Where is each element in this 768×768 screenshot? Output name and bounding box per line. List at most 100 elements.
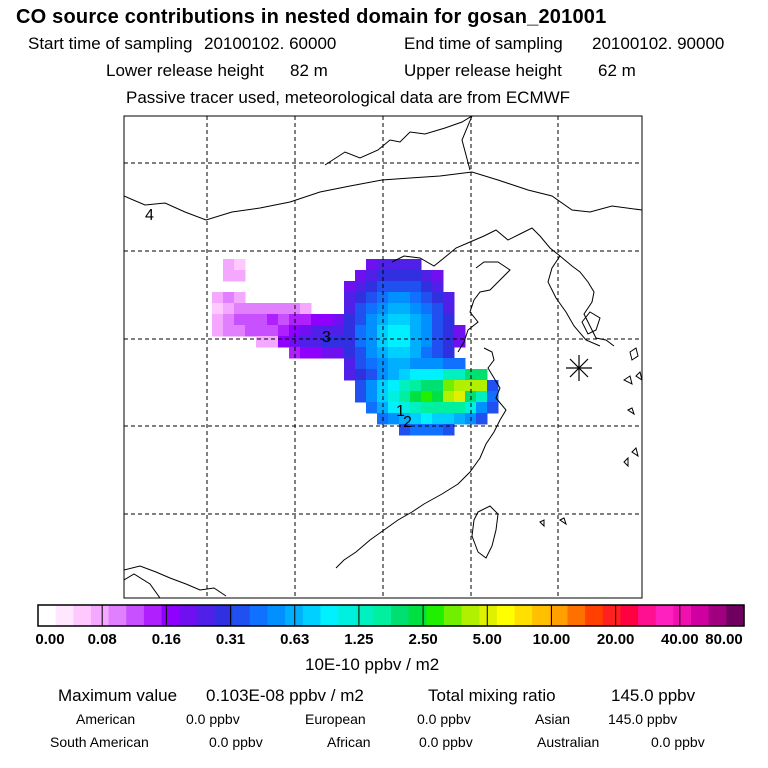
colorbar-tick-label: 2.50 <box>408 631 438 648</box>
colorbar-swatch <box>179 605 198 626</box>
australian-label: Australian <box>537 734 600 750</box>
concentration-cell <box>355 347 367 359</box>
concentration-cell <box>465 369 477 381</box>
concentration-cell <box>476 380 488 392</box>
concentration-cell <box>399 292 411 304</box>
concentration-cell <box>311 336 323 348</box>
start-time-label: Start time of sampling <box>28 34 193 53</box>
concentration-cell <box>443 292 455 304</box>
concentration-cell <box>410 292 422 304</box>
concentration-cell <box>399 259 411 271</box>
concentration-cell <box>223 292 235 304</box>
colorbar-swatch <box>249 605 269 626</box>
concentration-cell <box>344 325 356 337</box>
concentration-cell <box>454 413 466 425</box>
colorbar-swatch <box>90 605 110 626</box>
colorbar-tick-label: 80.00 <box>705 631 743 648</box>
concentration-cell <box>432 402 444 414</box>
concentration-cell <box>377 270 389 282</box>
colorbar-swatch <box>567 605 586 626</box>
concentration-cell <box>366 402 378 414</box>
colorbar-swatch <box>602 605 622 626</box>
concentration-cell <box>377 402 389 414</box>
plot-title: CO source contributions in nested domain… <box>16 6 607 28</box>
concentration-cell <box>344 369 356 381</box>
concentration-cell <box>344 303 356 315</box>
colorbar-swatch <box>479 605 498 626</box>
colorbar-swatch <box>373 605 392 626</box>
concentration-cell <box>278 336 290 348</box>
concentration-cell <box>410 358 422 370</box>
concentration-cell <box>289 325 301 337</box>
concentration-cell <box>377 292 389 304</box>
colorbar-swatch <box>55 605 74 626</box>
colorbar-tick-label: 20.00 <box>596 631 635 648</box>
concentration-cell <box>399 303 411 315</box>
concentration-cell <box>322 347 334 359</box>
concentration-cell <box>355 281 367 293</box>
concentration-cell <box>432 369 444 381</box>
asterisk-receptor-icon <box>566 355 592 381</box>
concentration-cell <box>366 303 378 315</box>
colorbar-swatch <box>673 605 692 626</box>
concentration-cell <box>234 314 246 326</box>
african-label: African <box>327 734 371 750</box>
colorbar-swatch <box>496 605 516 626</box>
concentration-cell <box>245 303 257 315</box>
concentration-cell <box>421 347 433 359</box>
colorbar-tick-label: 0.16 <box>151 631 181 648</box>
concentration-cell <box>454 369 466 381</box>
concentration-cell <box>223 259 235 271</box>
concentration-cell <box>322 314 334 326</box>
concentration-cell <box>388 325 400 337</box>
concentration-cell <box>223 303 235 315</box>
lower-height-label: Lower release height <box>106 61 264 80</box>
concentration-cell <box>443 347 455 359</box>
concentration-cell <box>278 314 290 326</box>
concentration-cell <box>432 391 444 403</box>
concentration-cell <box>410 281 422 293</box>
concentration-cell <box>443 391 455 403</box>
concentration-cell <box>355 336 367 348</box>
colorbar-swatch <box>267 605 286 626</box>
lower-height-value: 82 m <box>290 61 328 80</box>
concentration-cell <box>366 292 378 304</box>
concentration-cell <box>366 270 378 282</box>
colorbar-swatches <box>38 605 745 626</box>
concentration-cell <box>388 413 400 425</box>
concentration-cell <box>388 391 400 403</box>
concentration-cell <box>311 325 323 337</box>
concentration-cell <box>476 402 488 414</box>
concentration-cell <box>399 281 411 293</box>
concentration-cell <box>399 413 411 425</box>
concentration-cell <box>234 303 246 315</box>
concentration-cell <box>234 292 246 304</box>
start-time-value: 20100102. 60000 <box>204 34 337 53</box>
concentration-cell <box>443 424 455 436</box>
concentration-cell <box>212 292 224 304</box>
concentration-cell <box>223 314 235 326</box>
region-label-3: 3 <box>322 329 331 346</box>
american-label: American <box>76 711 136 727</box>
total-mixing-value: 145.0 ppbv <box>611 686 696 705</box>
region-label-2: 2 <box>403 414 412 431</box>
concentration-cell <box>454 402 466 414</box>
concentration-cell <box>267 336 279 348</box>
concentration-cell <box>333 336 345 348</box>
concentration-cell <box>267 303 279 315</box>
concentration-cell <box>432 358 444 370</box>
concentration-cell <box>388 270 400 282</box>
colorbar-swatch <box>461 605 480 626</box>
concentration-cell <box>344 292 356 304</box>
concentration-cell <box>366 259 378 271</box>
concentration-cell <box>410 347 422 359</box>
colorbar-swatch <box>638 605 657 626</box>
concentration-cell <box>223 270 235 282</box>
colorbar-swatch <box>73 605 92 626</box>
south-american-value: 0.0 ppbv <box>209 734 263 750</box>
colorbar-swatch <box>355 605 374 626</box>
australian-value: 0.0 ppbv <box>651 734 705 750</box>
concentration-cell <box>366 391 378 403</box>
concentration-cell <box>300 347 312 359</box>
concentration-cell <box>432 281 444 293</box>
